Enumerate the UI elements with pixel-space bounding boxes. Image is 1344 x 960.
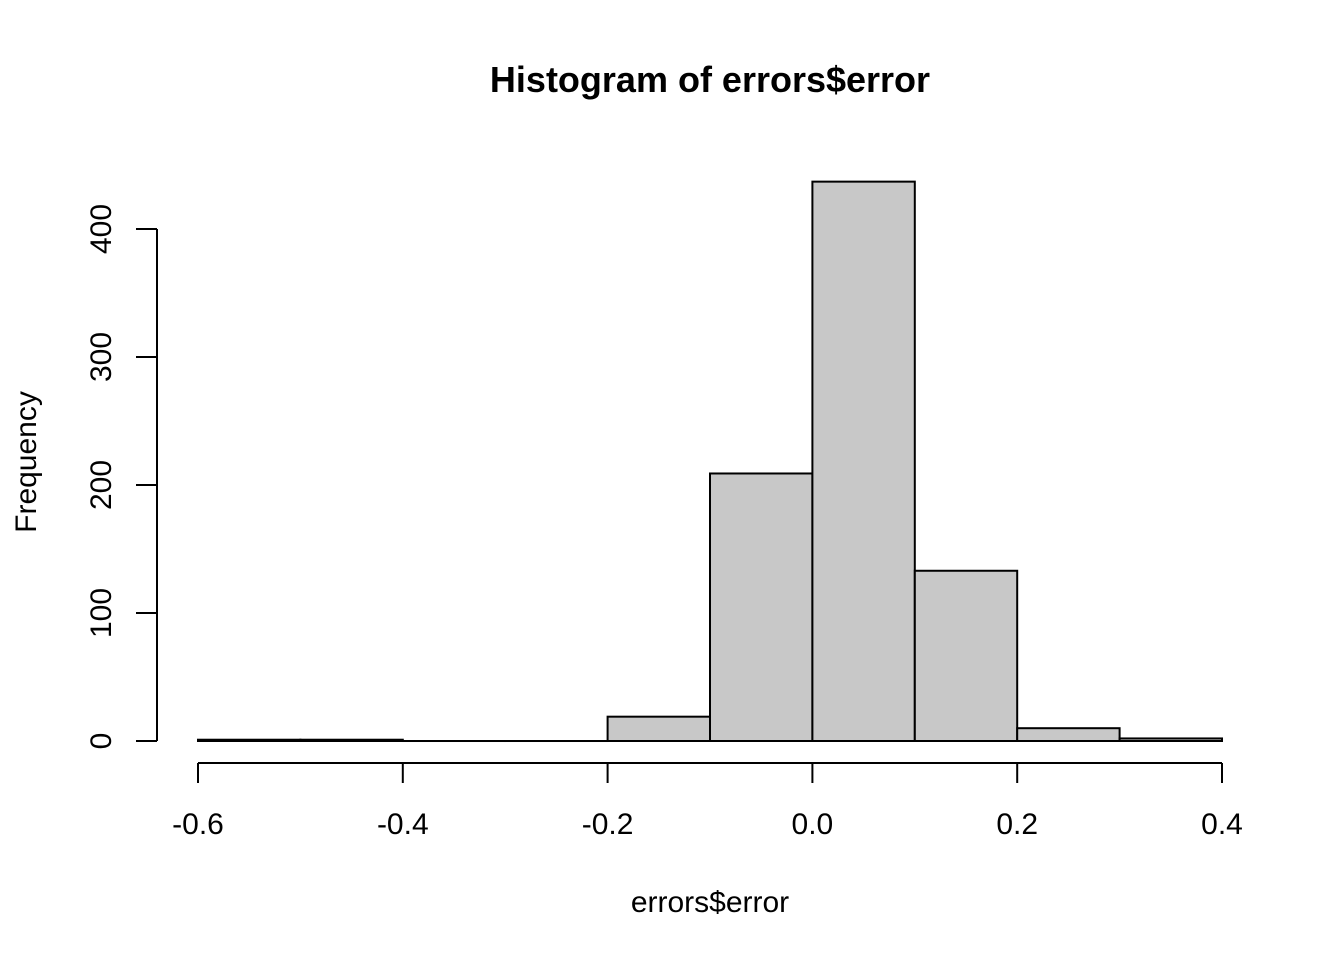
histogram-bar (811, 180, 916, 742)
x-axis: -0.6 -0.4 -0.2 0.0 0.2 0.4 (172, 762, 1243, 841)
y-axis-label: Frequency (10, 391, 43, 533)
histogram-bar (709, 472, 814, 742)
y-tick-label: 400 (85, 204, 118, 254)
x-tick-label: -0.2 (582, 808, 634, 841)
x-tick-label: 0.2 (996, 808, 1038, 841)
histogram-bar (197, 738, 302, 742)
histogram-bar (1016, 727, 1121, 743)
x-tick-label: 0.0 (792, 808, 834, 841)
y-tick-label: 100 (85, 588, 118, 638)
chart-title: Histogram of errors$error (490, 59, 930, 100)
x-axis-label: errors$error (631, 886, 789, 919)
histogram-bar (299, 738, 404, 742)
x-tick-label: -0.6 (172, 808, 224, 841)
histogram-bar (1118, 737, 1223, 743)
x-tick-label: -0.4 (377, 808, 429, 841)
y-tick-label: 0 (85, 733, 118, 750)
y-tick-label: 200 (85, 460, 118, 510)
x-tick-label: 0.4 (1201, 808, 1243, 841)
y-tick-label: 300 (85, 332, 118, 382)
histogram-bar (606, 715, 711, 742)
histogram-bar (913, 569, 1019, 743)
y-axis: 0 100 200 300 400 (85, 204, 158, 750)
bars-group (197, 180, 1223, 743)
